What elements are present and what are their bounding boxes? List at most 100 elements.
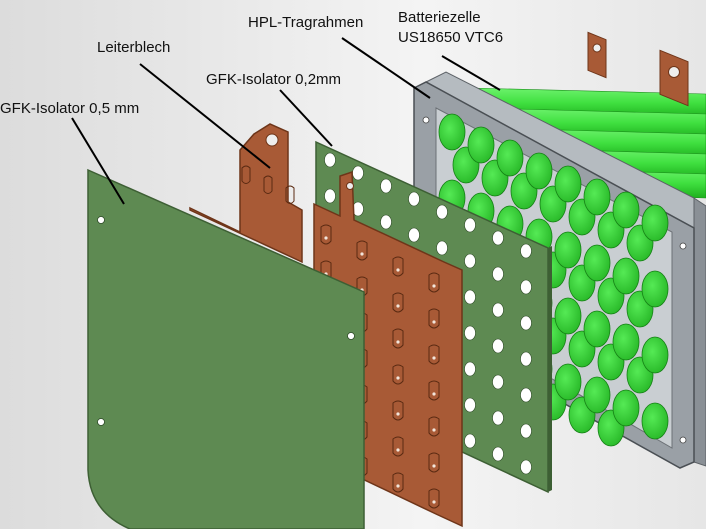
callout-gfk-isolator-02: GFK-Isolator 0,2mm (206, 71, 342, 88)
cell-end (554, 297, 582, 335)
isolator-hole (492, 410, 504, 426)
leader-leiterblech (139, 63, 271, 169)
copper-pad (320, 224, 332, 245)
copper-pad-hole (396, 340, 400, 344)
copper-pad (428, 416, 440, 437)
isolator-hole (464, 361, 476, 377)
copper-pad (392, 292, 404, 313)
isolator-hole (492, 230, 504, 246)
cell-end (467, 126, 495, 164)
copper-pad-hole (432, 464, 436, 468)
isolator-hole (408, 191, 420, 207)
callout-leiterblech: Leiterblech (97, 39, 171, 56)
copper-pad-hole (432, 320, 436, 324)
copper-pad-hole (432, 284, 436, 288)
isolator-hole (352, 165, 364, 181)
leader-gfk-02 (279, 89, 333, 147)
cell-end (583, 310, 611, 348)
cell-end (641, 402, 669, 440)
isolator-hole (492, 302, 504, 318)
cell-end (554, 363, 582, 401)
cell-end (554, 165, 582, 203)
copper-pad (392, 364, 404, 385)
copper-pad (428, 452, 440, 473)
cell-end (496, 139, 524, 177)
isolator-hole (436, 240, 448, 256)
copper-pad-hole (396, 448, 400, 452)
cell-end (612, 191, 640, 229)
isolator-hole (380, 178, 392, 194)
isolator-hole (492, 374, 504, 390)
cell-end (641, 336, 669, 374)
isolator-hole (464, 217, 476, 233)
isolator-hole (492, 446, 504, 462)
isolator-hole (324, 188, 336, 204)
cell-end (641, 270, 669, 308)
copper-pad-hole (396, 376, 400, 380)
copper-pad (428, 380, 440, 401)
isolator-hole (464, 289, 476, 305)
isolator-hole (464, 397, 476, 413)
isolator-hole (520, 459, 532, 475)
cell-end (612, 257, 640, 295)
cell-end (612, 323, 640, 361)
copper-pad (263, 175, 273, 194)
isolator-hole (520, 351, 532, 367)
callout-gfk-isolator-05: GFK-Isolator 0,5 mm (0, 100, 140, 117)
callout-batteriezelle: Batteriezelle (398, 9, 481, 26)
copper-pad (392, 256, 404, 277)
copper-pad (392, 400, 404, 421)
cell-end (641, 204, 669, 242)
rear-connector-tabs (587, 31, 689, 107)
isolator-hole (492, 338, 504, 354)
copper-pad (428, 308, 440, 329)
copper-pad-hole (432, 392, 436, 396)
copper-pad (392, 436, 404, 457)
copper-pad-hole (432, 356, 436, 360)
isolator-hole (520, 315, 532, 331)
isolator-hole (520, 279, 532, 295)
callout-hpl-tragrahmen: HPL-Tragrahmen (248, 14, 364, 31)
copper-pad (285, 185, 295, 204)
isolator-hole (436, 204, 448, 220)
copper-pad-hole (396, 268, 400, 272)
copper-pad-hole (324, 236, 328, 240)
copper-pad-hole (360, 252, 364, 256)
cell-end (583, 178, 611, 216)
isolator-hole (492, 266, 504, 282)
isolator-hole (324, 152, 336, 168)
isolator-hole (520, 387, 532, 403)
isolator-hole (520, 243, 532, 259)
copper-pad-hole (396, 484, 400, 488)
copper-pad (428, 344, 440, 365)
copper-pad-hole (396, 412, 400, 416)
copper-pad (428, 272, 440, 293)
isolator-hole (464, 433, 476, 449)
cell-end (438, 113, 466, 151)
cell-end (612, 389, 640, 427)
leader-batteriezelle (441, 55, 501, 91)
cell-end (525, 152, 553, 190)
isolator-hole (408, 227, 420, 243)
isolator-hole (464, 325, 476, 341)
leader-hpl (341, 37, 431, 99)
leader-gfk-05 (71, 117, 125, 205)
cell-end (583, 376, 611, 414)
copper-pad (392, 472, 404, 493)
copper-pad-hole (396, 304, 400, 308)
copper-pad (356, 240, 368, 261)
cell-end (554, 231, 582, 269)
isolator-hole (520, 423, 532, 439)
copper-pad (428, 488, 440, 509)
copper-pad (392, 328, 404, 349)
callout-cell-model: US18650 VTC6 (398, 29, 504, 46)
copper-pad-hole (432, 500, 436, 504)
cell-end (583, 244, 611, 282)
copper-pad-hole (432, 428, 436, 432)
gfk-isolator-0-5mm (87, 168, 365, 529)
leader-lines (71, 37, 501, 205)
isolator-hole (464, 253, 476, 269)
copper-pad (241, 165, 251, 184)
